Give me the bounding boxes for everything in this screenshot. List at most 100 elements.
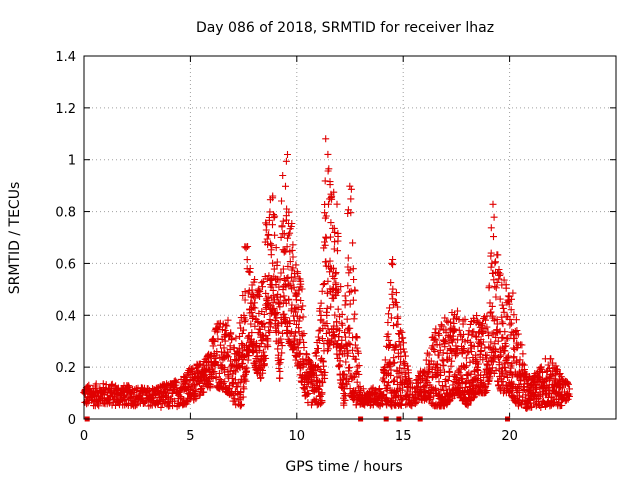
- data-point: [478, 321, 486, 329]
- data-point: [454, 307, 461, 315]
- data-point: [353, 378, 361, 386]
- data-point: [336, 327, 343, 335]
- data-point: [437, 321, 445, 329]
- data-point: [404, 362, 411, 370]
- data-point: [396, 400, 404, 408]
- data-point: [265, 301, 273, 309]
- data-point: [241, 288, 249, 296]
- data-point: [228, 335, 236, 343]
- data-point: [259, 283, 266, 291]
- data-point: [466, 358, 474, 366]
- data-point: [494, 337, 502, 345]
- data-point: [432, 336, 440, 344]
- data-point: [233, 383, 241, 390]
- data-point: [479, 338, 487, 346]
- data-point: [315, 386, 323, 393]
- data-point: [355, 362, 363, 370]
- data-point: [238, 340, 246, 348]
- data-point: [285, 231, 293, 239]
- data-point: [398, 328, 406, 336]
- data-point: [327, 219, 335, 227]
- data-point: [260, 348, 267, 356]
- data-point: [334, 305, 342, 313]
- data-point: [225, 385, 233, 393]
- data-point: [479, 320, 487, 328]
- x-tick-label: 0: [80, 429, 88, 444]
- data-point: [246, 265, 254, 272]
- data-point: [234, 389, 242, 397]
- data-point: [324, 289, 332, 297]
- data-point: [398, 368, 406, 376]
- data-point: [272, 309, 280, 317]
- data-point: [258, 337, 266, 345]
- data-point: [506, 315, 514, 323]
- data-point: [491, 259, 499, 267]
- data-point: [221, 378, 229, 386]
- data-point: [278, 349, 286, 357]
- data-point: [283, 275, 291, 282]
- data-point: [562, 396, 570, 404]
- data-point: [342, 333, 349, 341]
- data-point: [501, 347, 509, 355]
- data-point: [262, 354, 270, 362]
- data-point: [285, 208, 293, 216]
- data-point: [297, 280, 305, 288]
- data-point: [499, 381, 507, 389]
- data-point: [500, 372, 508, 380]
- data-point: [271, 212, 279, 220]
- data-point: [327, 303, 335, 311]
- data-point: [332, 279, 340, 287]
- data-point: [346, 300, 354, 308]
- data-point: [337, 283, 345, 291]
- data-point: [389, 261, 397, 269]
- data-point: [493, 278, 501, 286]
- data-point: [387, 371, 395, 379]
- data-point: [330, 275, 338, 282]
- data-point: [264, 293, 272, 301]
- data-point: [502, 342, 510, 350]
- data-point: [326, 340, 334, 348]
- data-point: [351, 373, 359, 381]
- y-tick-label: 1: [68, 154, 76, 169]
- data-point: [322, 135, 330, 143]
- data-point: [333, 200, 341, 208]
- data-point: [483, 351, 491, 359]
- data-point: [473, 333, 481, 341]
- data-point: [556, 384, 564, 392]
- data-point: [269, 221, 276, 229]
- data-point: [223, 322, 231, 330]
- data-point: [386, 398, 394, 406]
- data-point: [455, 316, 463, 323]
- data-point: [315, 327, 323, 335]
- data-point: [487, 263, 495, 271]
- data-point: [227, 329, 235, 337]
- y-tick-label: 0.2: [55, 361, 76, 376]
- data-point: [519, 360, 527, 368]
- data-point: [295, 317, 303, 325]
- data-point: [293, 290, 301, 298]
- data-point: [349, 239, 357, 247]
- data-point: [303, 383, 311, 391]
- data-point: [242, 377, 250, 385]
- data-point: [92, 380, 100, 388]
- data-point: [490, 370, 498, 377]
- data-point: [335, 351, 343, 359]
- data-point: [516, 392, 523, 400]
- data-point: [436, 341, 444, 349]
- data-point: [495, 266, 503, 273]
- data-point: [215, 369, 223, 377]
- data-point: [334, 247, 341, 255]
- data-point: [557, 373, 565, 381]
- data-point: [319, 335, 326, 343]
- data-point: [338, 310, 346, 318]
- data-point: [140, 399, 148, 407]
- data-point: [192, 395, 200, 403]
- data-point: [483, 323, 491, 331]
- data-point: [288, 220, 296, 227]
- data-point: [518, 341, 526, 349]
- data-point: [287, 282, 295, 290]
- data-point: [547, 355, 555, 363]
- data-point: [154, 387, 162, 395]
- data-point: [248, 329, 256, 337]
